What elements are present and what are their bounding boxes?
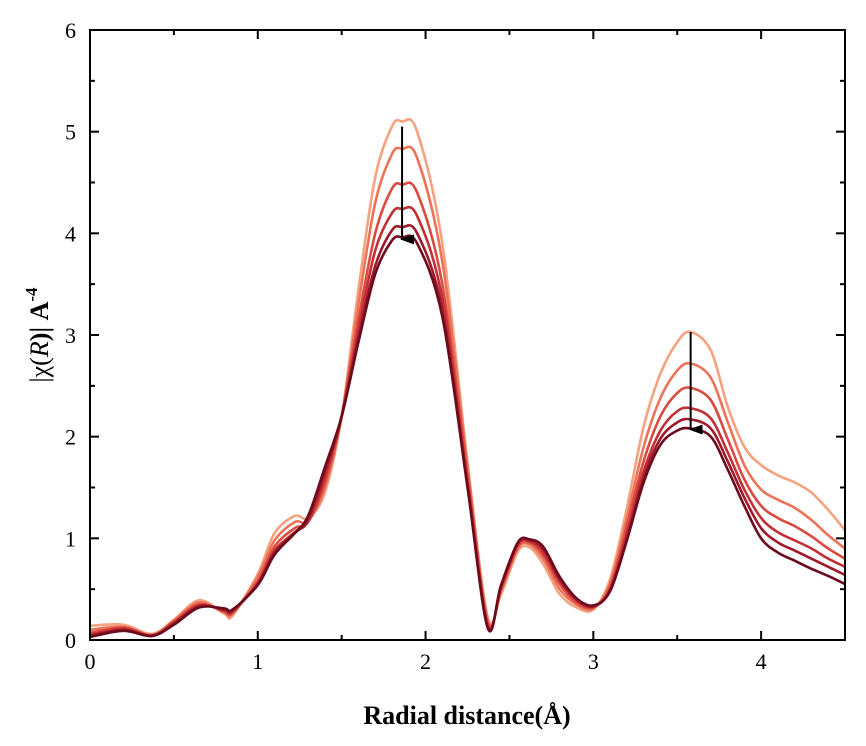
series-line-3 — [90, 181, 845, 637]
y-tick-label: 3 — [65, 323, 76, 348]
y-axis-title: |χ(R)| A-4 — [22, 287, 54, 383]
plot-frame — [89, 29, 846, 641]
x-tick-label: 3 — [588, 649, 599, 674]
x-axis-title: Radial distance(Å) — [363, 701, 570, 730]
x-tick-label: 0 — [85, 649, 96, 674]
series-layer — [90, 118, 845, 639]
y-axis-title-var: R — [25, 341, 54, 358]
series-line-6 — [90, 234, 845, 639]
y-axis-title-prefix: |χ( — [25, 357, 54, 382]
x-tick-label: 1 — [252, 649, 263, 674]
arrow-layer — [400, 126, 703, 435]
y-tick-label: 0 — [65, 628, 76, 653]
y-tick-label: 6 — [65, 18, 76, 43]
x-tick-label: 4 — [756, 649, 767, 674]
y-axis-title-sup: -4 — [22, 287, 41, 302]
tick-layer: 0 1 2 3 4 0 1 2 3 4 5 6 — [65, 18, 846, 674]
y-tick-label: 5 — [65, 120, 76, 145]
y-axis-title-mid: )| A — [25, 301, 54, 341]
series-line-1 — [90, 118, 845, 636]
y-tick-label: 4 — [65, 221, 76, 246]
y-tick-label: 1 — [65, 526, 76, 551]
x-tick-label: 2 — [420, 649, 431, 674]
y-tick-label: 2 — [65, 425, 76, 450]
series-line-2 — [90, 145, 845, 637]
